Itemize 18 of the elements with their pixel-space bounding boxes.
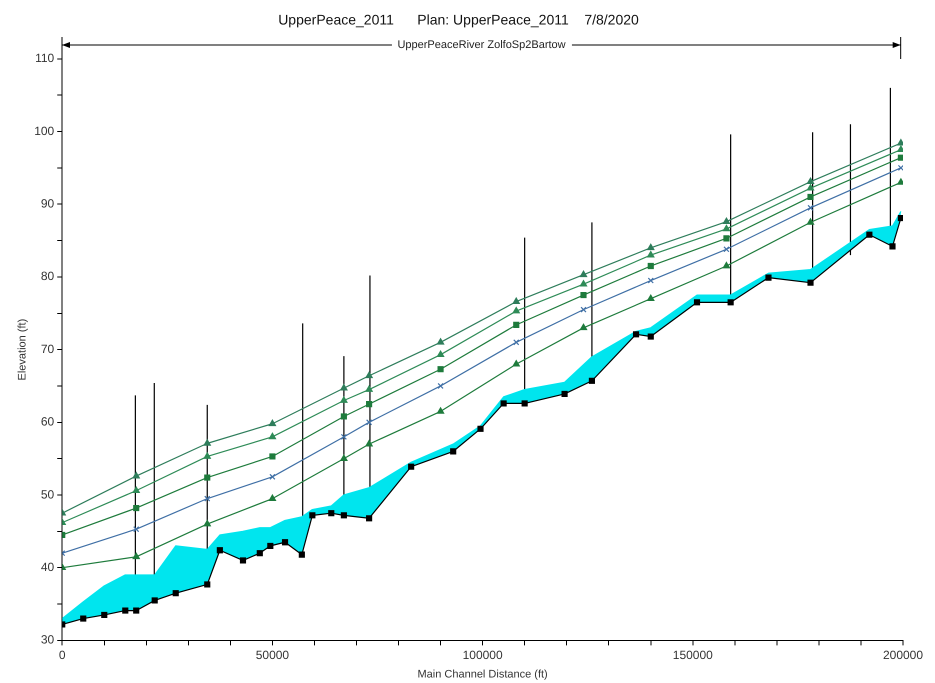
y-tick-label: 30 bbox=[40, 632, 55, 647]
x-tick-label: 0 bbox=[58, 648, 66, 662]
x-tick-label: 50000 bbox=[256, 648, 290, 662]
y-tick-label: 80 bbox=[40, 269, 55, 284]
x-axis-title: Main Channel Distance (ft) bbox=[417, 668, 548, 680]
y-tick-label: 60 bbox=[40, 414, 55, 429]
chart-title: UpperPeace_2011 Plan: UpperPeace_2011 7/8/2020 bbox=[278, 11, 640, 28]
y-tick-label: 110 bbox=[35, 51, 55, 66]
y-tick-label: 70 bbox=[40, 342, 55, 356]
x-tick-label: 150000 bbox=[672, 648, 714, 662]
x-tick-label: 200000 bbox=[882, 648, 924, 662]
y-axis-title: Elevation (ft) bbox=[16, 318, 29, 380]
x-tick-label: 100000 bbox=[462, 648, 503, 662]
y-tick-label: 40 bbox=[40, 560, 55, 574]
y-tick-label: 50 bbox=[40, 487, 55, 502]
text: UpperPeaceRiver ZolfoSp2Bartow bbox=[391, 38, 572, 51]
y-tick-label: 100 bbox=[34, 124, 55, 138]
y-tick-label: 90 bbox=[40, 196, 55, 211]
